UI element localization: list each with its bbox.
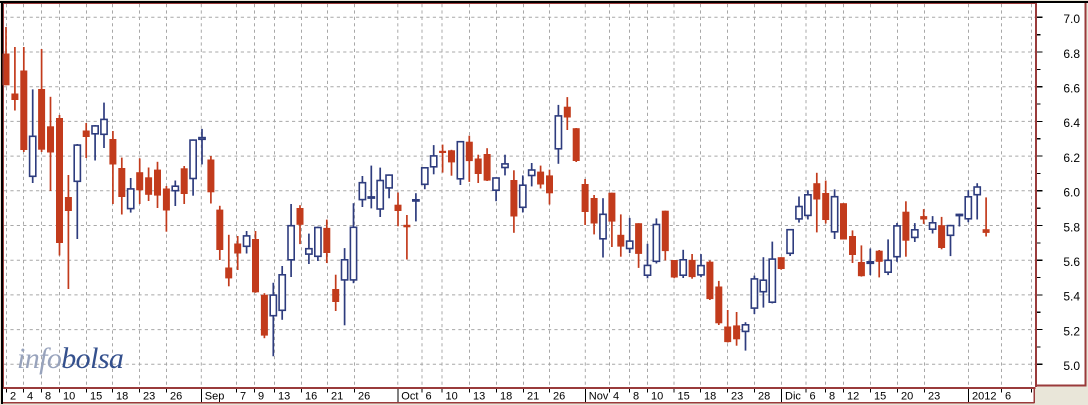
- svg-text:10: 10: [446, 391, 458, 403]
- svg-text:5.6: 5.6: [1063, 255, 1080, 269]
- svg-text:13: 13: [473, 391, 485, 403]
- svg-text:16: 16: [305, 391, 317, 403]
- svg-text:23: 23: [731, 391, 743, 403]
- svg-text:6.6: 6.6: [1063, 82, 1080, 96]
- svg-text:15: 15: [90, 391, 102, 403]
- svg-text:infobolsa: infobolsa: [17, 342, 123, 375]
- svg-text:13: 13: [278, 391, 290, 403]
- svg-text:23: 23: [143, 391, 155, 403]
- svg-text:18: 18: [116, 391, 128, 403]
- svg-text:6.0: 6.0: [1063, 186, 1080, 200]
- svg-text:6: 6: [810, 391, 816, 403]
- svg-text:10: 10: [651, 391, 663, 403]
- svg-text:15: 15: [874, 391, 886, 403]
- svg-text:4: 4: [27, 391, 33, 403]
- svg-text:28: 28: [758, 391, 770, 403]
- svg-text:5.2: 5.2: [1063, 324, 1080, 338]
- svg-text:23: 23: [928, 391, 940, 403]
- svg-text:6.4: 6.4: [1063, 116, 1080, 130]
- svg-text:9: 9: [258, 391, 264, 403]
- svg-text:8: 8: [633, 391, 639, 403]
- svg-text:Sep: Sep: [205, 391, 225, 403]
- svg-text:6: 6: [1005, 391, 1011, 403]
- svg-text:6.2: 6.2: [1063, 151, 1080, 165]
- svg-text:12: 12: [847, 391, 859, 403]
- svg-text:Oct: Oct: [401, 391, 418, 403]
- svg-text:2012: 2012: [972, 391, 996, 403]
- svg-text:26: 26: [358, 391, 370, 403]
- svg-text:5.8: 5.8: [1063, 220, 1080, 234]
- svg-text:7.0: 7.0: [1063, 12, 1080, 26]
- svg-text:Nov: Nov: [589, 391, 609, 403]
- svg-text:7: 7: [240, 391, 246, 403]
- svg-text:26: 26: [553, 391, 565, 403]
- svg-text:6.8: 6.8: [1063, 47, 1080, 61]
- svg-text:10: 10: [63, 391, 75, 403]
- svg-text:18: 18: [500, 391, 512, 403]
- svg-text:Dic: Dic: [785, 391, 801, 403]
- svg-text:5.4: 5.4: [1063, 290, 1080, 304]
- svg-text:21: 21: [527, 391, 539, 403]
- svg-text:8: 8: [829, 391, 835, 403]
- svg-text:2: 2: [10, 391, 16, 403]
- svg-text:18: 18: [704, 391, 716, 403]
- svg-text:8: 8: [45, 391, 51, 403]
- svg-text:21: 21: [331, 391, 343, 403]
- svg-text:4: 4: [613, 391, 619, 403]
- svg-text:15: 15: [678, 391, 690, 403]
- svg-text:20: 20: [901, 391, 913, 403]
- svg-text:6: 6: [426, 391, 432, 403]
- svg-text:26: 26: [170, 391, 182, 403]
- svg-text:5.0: 5.0: [1063, 359, 1080, 373]
